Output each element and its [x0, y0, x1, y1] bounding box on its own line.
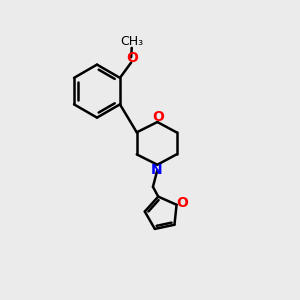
Text: O: O [153, 110, 164, 124]
Text: O: O [126, 51, 138, 65]
Text: O: O [176, 196, 188, 210]
Text: N: N [151, 163, 163, 177]
Text: CH₃: CH₃ [120, 34, 143, 48]
